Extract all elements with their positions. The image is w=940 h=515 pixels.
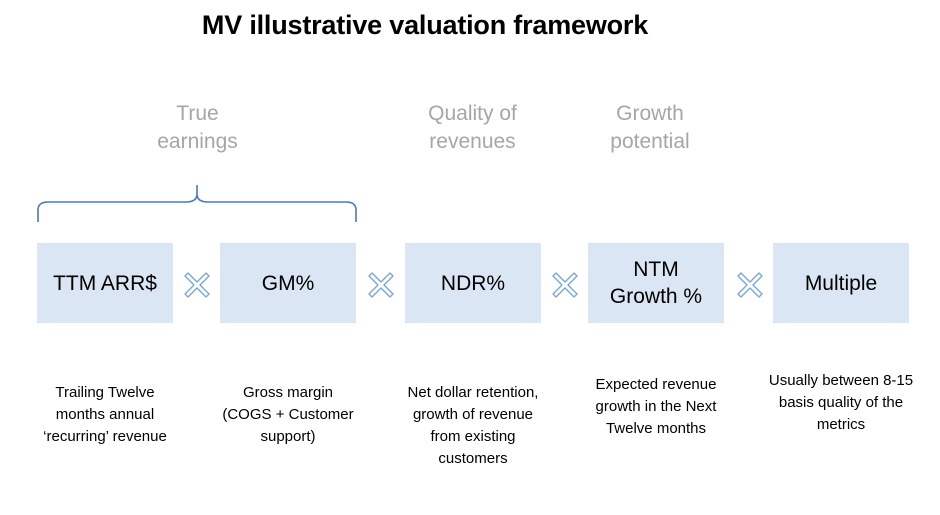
description-gm-percent: Gross margin (COGS + Customer support) (222, 384, 354, 445)
box-multiple: Multiple (773, 243, 909, 323)
description-multiple: Usually between 8-15 basis quality of th… (768, 372, 914, 433)
category-quality-of-revenues: Quality of revenues (428, 102, 517, 153)
multiply-icon (552, 272, 578, 298)
multiply-icon (737, 272, 763, 298)
box-ndr-percent: NDR% (405, 243, 541, 323)
curly-brace-icon (37, 185, 357, 222)
box-gm-percent: GM% (220, 243, 356, 323)
multiply-icon (184, 272, 210, 298)
diagram-title: MV illustrative valuation framework (201, 10, 649, 40)
category-true-earnings: True earnings (157, 102, 238, 153)
multiply-icon (368, 272, 394, 298)
description-ttm-arr: Trailing Twelve months annual ‘recurring… (43, 384, 167, 445)
category-growth-potential: Growth potential (610, 102, 690, 153)
description-ntm-growth: Expected revenue growth in the Next Twel… (595, 376, 717, 437)
box-ttm-arr: TTM ARR$ (37, 243, 173, 323)
box-ntm-growth: NTM Growth % (588, 243, 724, 323)
description-ndr-percent: Net dollar retention, growth of revenue … (407, 384, 539, 467)
